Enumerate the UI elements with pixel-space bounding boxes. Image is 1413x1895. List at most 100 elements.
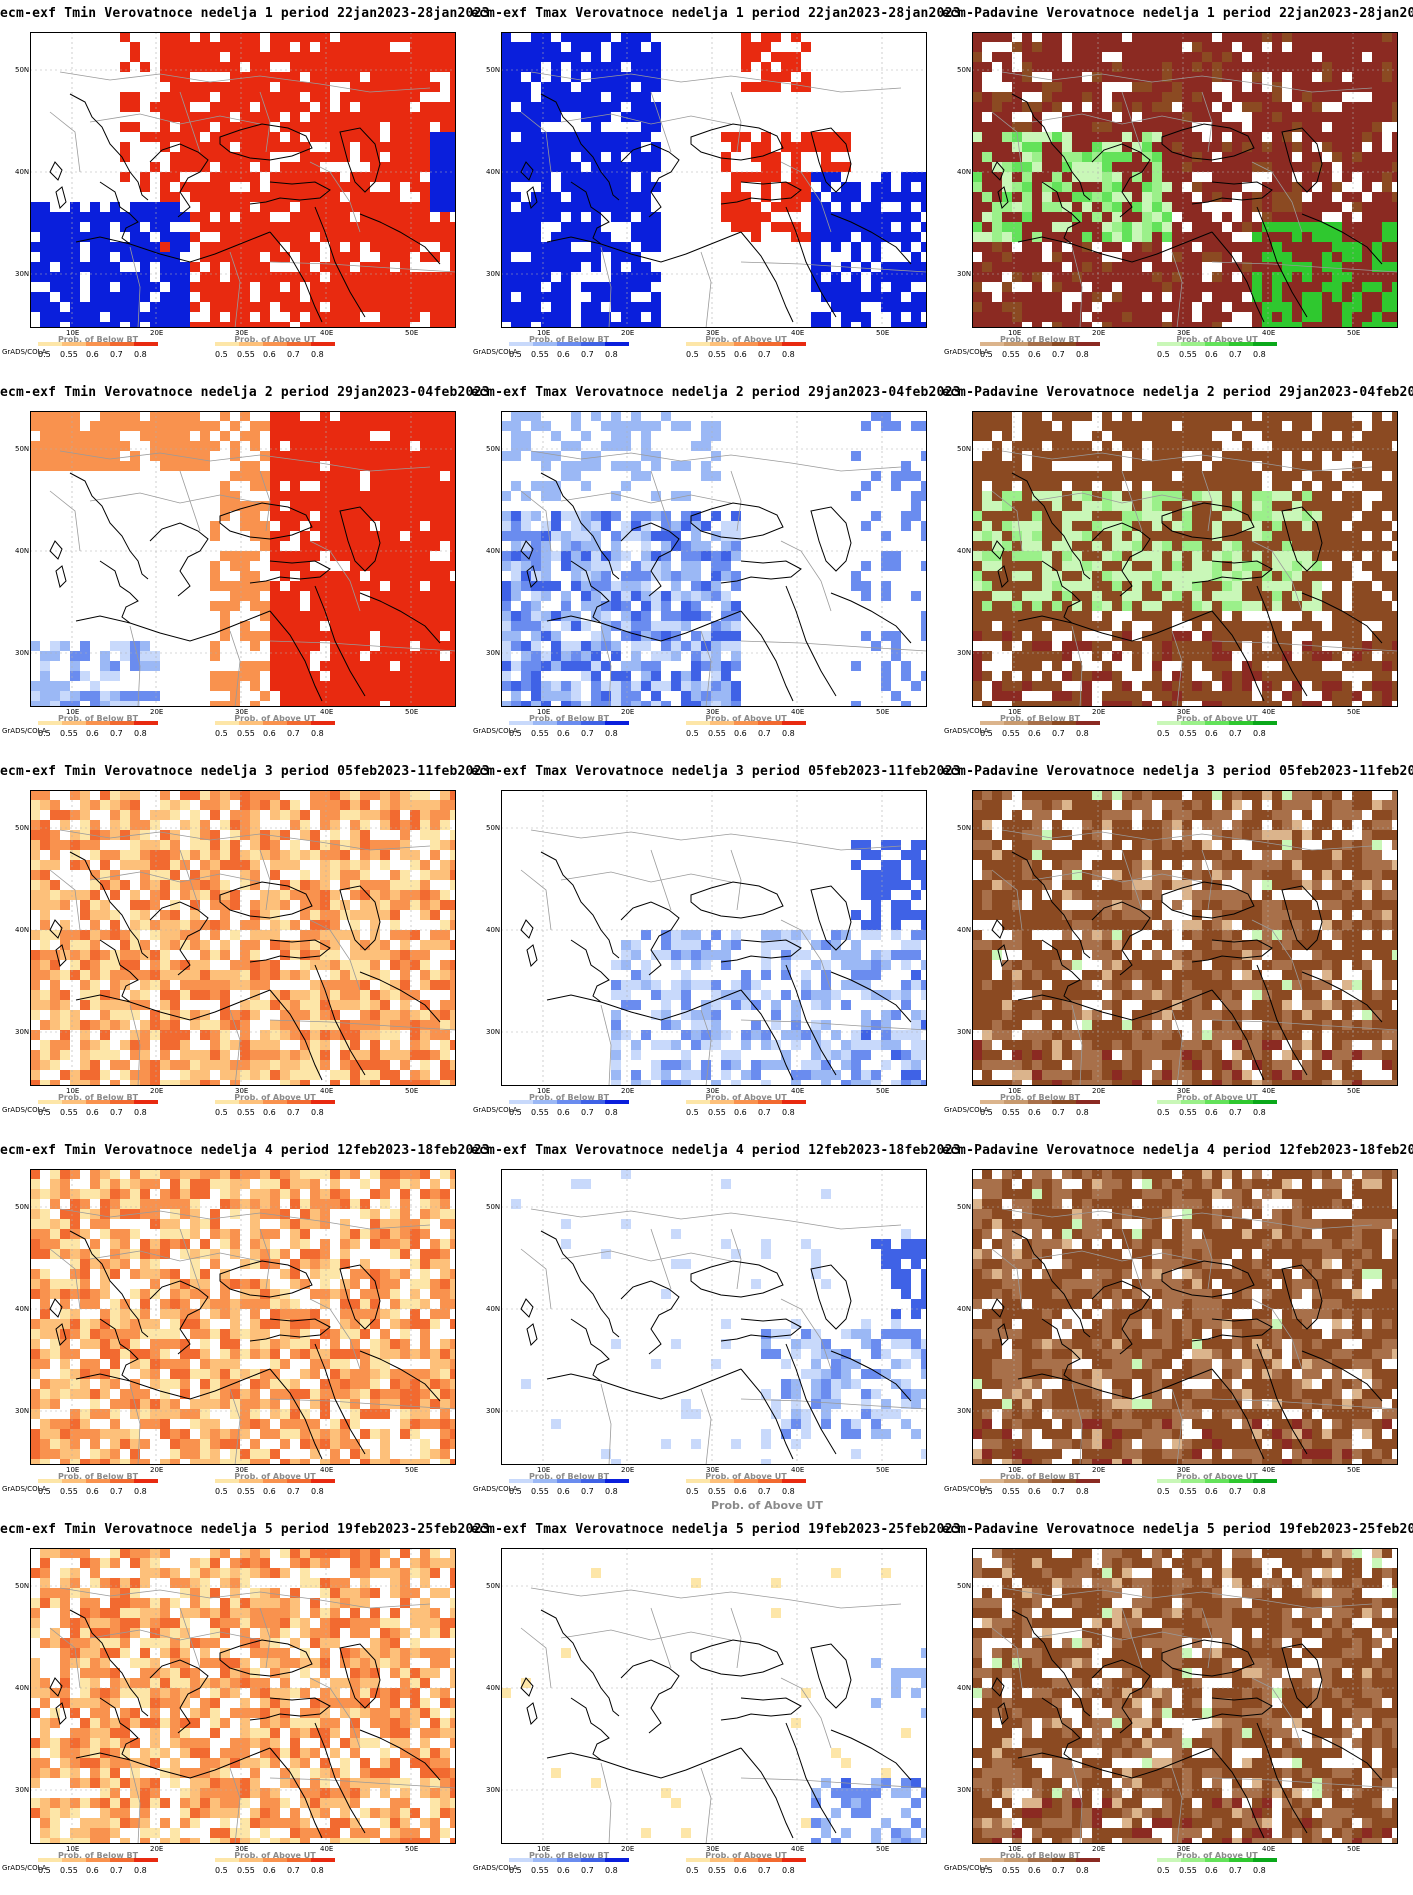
x-tick-label: 10E [537, 329, 551, 337]
probability-map [501, 1548, 927, 1844]
x-tick-label: 30E [1177, 1466, 1191, 1474]
legend-above: Prob. of Above UT 0.5 0.55 0.6 0.7 0.8 [686, 714, 806, 741]
legend-value: 0.55 [60, 1866, 78, 1875]
legend-swatch [1253, 721, 1277, 725]
legend-swatch [1052, 1479, 1076, 1483]
legend-value: 0.55 [708, 1108, 726, 1117]
legend-colorbar [509, 1100, 629, 1104]
probability-map [501, 411, 927, 707]
x-tick-label: 40E [1262, 1087, 1276, 1095]
legend-value: 0.6 [1205, 1108, 1218, 1117]
legend-value: 0.5 [509, 1866, 522, 1875]
legend-value: 0.6 [1205, 1866, 1218, 1875]
probability-field [30, 1169, 456, 1465]
x-tick-label: 50E [405, 1087, 419, 1095]
x-tick-label: 50E [1347, 708, 1361, 716]
panel-title: ecm-Padavine Verovatnoce nedelja 4 perio… [942, 1143, 1413, 1158]
legend-value: 0.8 [1076, 350, 1089, 359]
y-tick-label: 50N [15, 824, 30, 832]
legend-title: Prob. of Below BT [999, 1093, 1081, 1102]
probability-map [30, 1548, 456, 1844]
legend-value: 0.6 [1028, 1108, 1041, 1117]
country-borders [520, 71, 927, 328]
legend-swatch [1004, 1100, 1028, 1104]
legend-swatch [311, 1479, 335, 1483]
map-canvas [972, 32, 1398, 328]
legend-value: 0.5 [1157, 1108, 1170, 1117]
legend-below: Prob. of Below BT 0.5 0.55 0.6 0.7 0.8 [509, 714, 629, 741]
x-tick-label: 20E [621, 1845, 635, 1853]
legend-value: 0.8 [311, 1487, 324, 1496]
legend-value: 0.55 [1002, 350, 1020, 359]
y-tick-label: 50N [957, 445, 972, 453]
legend-swatch [686, 1100, 710, 1104]
x-tick-label: 20E [621, 1466, 635, 1474]
legend-swatch [134, 1100, 158, 1104]
legend-value: 0.8 [1253, 1108, 1266, 1117]
grads-credit: GrADS/COLA [473, 1485, 518, 1493]
legend-swatch [62, 721, 86, 725]
legend-value: 0.8 [1076, 1866, 1089, 1875]
y-tick-label: 40N [15, 547, 30, 555]
legend-swatch [509, 1100, 533, 1104]
legend-swatch [980, 1479, 1004, 1483]
legend-colorbar [980, 1100, 1100, 1104]
legend-swatch [38, 1100, 62, 1104]
legend-title: Prob. of Below BT [999, 1472, 1081, 1481]
legend-swatch [734, 721, 758, 725]
legend-swatch [710, 1858, 734, 1862]
legend-swatch [581, 1479, 605, 1483]
legend-swatch [86, 721, 110, 725]
y-tick-label: 50N [486, 1203, 501, 1211]
y-tick-label: 50N [957, 1582, 972, 1590]
legend-title: Prob. of Below BT [57, 714, 139, 723]
legend-value: 0.5 [509, 350, 522, 359]
legend-swatch [581, 1858, 605, 1862]
legend-value: 0.6 [1205, 1487, 1218, 1496]
legend-swatch [533, 721, 557, 725]
x-tick-label: 40E [320, 1845, 334, 1853]
panel-title: ecm-Padavine Verovatnoce nedelja 3 perio… [942, 764, 1413, 779]
legend-swatch [509, 1858, 533, 1862]
legend-swatch [1028, 721, 1052, 725]
country-borders [991, 71, 1398, 328]
legend-value: 0.5 [686, 1866, 699, 1875]
legend-swatch [134, 342, 158, 346]
legend-swatch [1157, 721, 1181, 725]
legend-swatch [311, 342, 335, 346]
x-tick-label: 20E [150, 1087, 164, 1095]
legend-swatch [1229, 1100, 1253, 1104]
legend-swatch [86, 1100, 110, 1104]
legend-value: 0.55 [1179, 729, 1197, 738]
legend-value: 0.7 [287, 1866, 300, 1875]
legend-value: 0.7 [1229, 729, 1242, 738]
legend-swatch [110, 1100, 134, 1104]
coastlines [991, 1609, 1383, 1839]
probability-map [972, 790, 1398, 1086]
legend-swatch [1229, 342, 1253, 346]
x-tick-label: 50E [405, 708, 419, 716]
legend-colorbar [38, 342, 158, 346]
map-canvas [501, 411, 927, 707]
y-tick-label: 30N [15, 270, 30, 278]
panel-title: ecm-Padavine Verovatnoce nedelja 2 perio… [942, 385, 1413, 400]
y-tick-label: 30N [957, 649, 972, 657]
grads-credit: GrADS/COLA [473, 348, 518, 356]
y-tick-label: 40N [486, 547, 501, 555]
legend-colorbar [215, 1858, 335, 1862]
legend-colorbar [980, 342, 1100, 346]
x-tick-label: 40E [791, 1466, 805, 1474]
grads-credit: GrADS/COLA [473, 1106, 518, 1114]
graticule [30, 32, 456, 328]
legend-value: 0.5 [980, 350, 993, 359]
legend-value: 0.55 [708, 1487, 726, 1496]
legend-swatch [509, 1479, 533, 1483]
legend-value: 0.7 [581, 350, 594, 359]
x-tick-label: 20E [150, 1845, 164, 1853]
legend-swatch [134, 721, 158, 725]
panel-title: ecm-exf Tmax Verovatnoce nedelja 3 perio… [471, 764, 961, 779]
map-panel: ecm-exf Tmax Verovatnoce nedelja 4 perio… [471, 1137, 960, 1516]
legend-title: Prob. of Above UT [234, 1472, 316, 1481]
legend-value: 0.55 [60, 350, 78, 359]
